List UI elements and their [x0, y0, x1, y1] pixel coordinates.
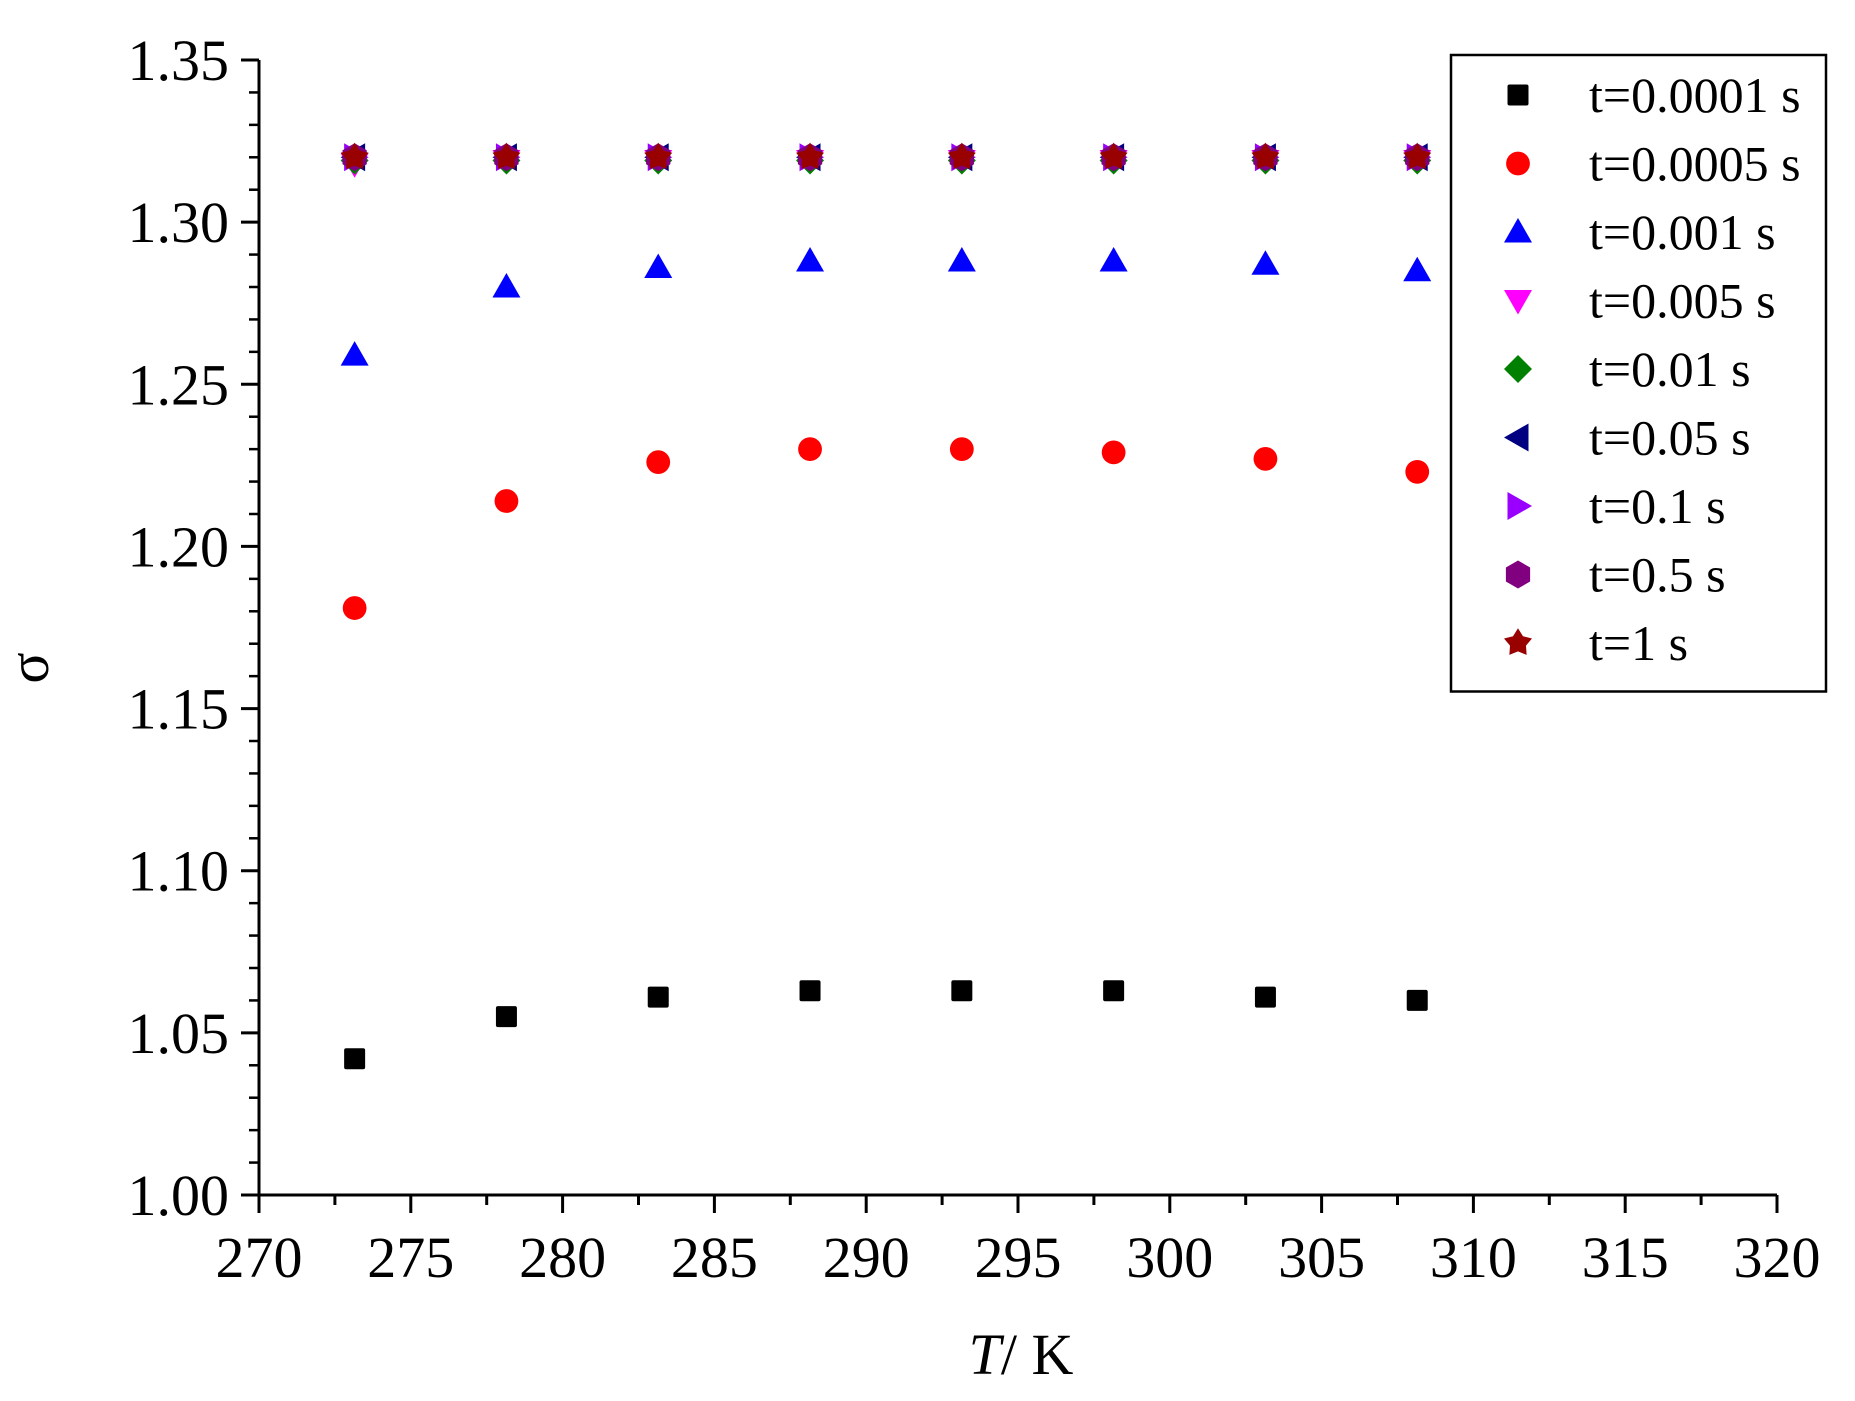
legend-label: t=0.005 s — [1589, 273, 1776, 329]
series-3 — [340, 247, 1432, 366]
data-point — [799, 980, 821, 1002]
data-point — [1254, 986, 1276, 1008]
data-point — [951, 980, 973, 1002]
series-9 — [340, 142, 1432, 170]
legend-label: t=0.001 s — [1589, 204, 1776, 260]
x-tick-label: 275 — [367, 1225, 454, 1290]
x-axis-label: T/ K — [969, 1322, 1074, 1387]
x-tick-label: 315 — [1582, 1225, 1669, 1290]
legend: t=0.0001 s t=0.0005 s t=0.001 s t=0.005 s t=… — [1449, 53, 1828, 693]
data-point — [796, 247, 825, 272]
y-tick-label: 1.00 — [128, 1163, 230, 1228]
data-point — [340, 142, 369, 170]
x-axis-label-unit: / K — [1001, 1322, 1074, 1387]
x-tick-label: 310 — [1430, 1225, 1517, 1290]
legend-label: t=0.01 s — [1589, 341, 1751, 397]
data-point — [646, 450, 671, 475]
y-tick-label: 1.35 — [128, 28, 230, 93]
legend-marker — [1507, 84, 1529, 106]
legend-marker — [1504, 218, 1532, 243]
data-point — [947, 247, 976, 272]
y-tick-label: 1.15 — [128, 677, 230, 742]
data-point — [494, 489, 519, 513]
data-point — [647, 986, 669, 1008]
data-points — [340, 142, 1432, 1070]
data-point — [1099, 247, 1128, 272]
series-2 — [342, 437, 1430, 620]
y-tick-label: 1.10 — [128, 839, 230, 904]
data-point — [492, 142, 521, 170]
legend-label: t=0.0001 s — [1589, 67, 1801, 123]
data-point — [1099, 142, 1128, 170]
y-tick-label: 1.05 — [128, 1001, 230, 1066]
data-point — [1101, 440, 1126, 465]
legend-label: t=0.5 s — [1589, 547, 1726, 603]
y-tick-label: 1.25 — [128, 352, 230, 417]
data-point — [1251, 142, 1280, 170]
legend-label: t=1 s — [1589, 615, 1688, 671]
data-point — [1253, 446, 1278, 471]
data-point — [798, 437, 822, 462]
y-tick-label: 1.30 — [128, 190, 230, 255]
data-point — [495, 1006, 517, 1028]
y-axis-label: σ — [0, 652, 61, 683]
data-point — [947, 142, 976, 170]
legend-marker — [1504, 423, 1529, 452]
data-point — [644, 142, 673, 170]
legend-marker — [1504, 355, 1532, 383]
data-point — [1103, 980, 1125, 1002]
data-point — [492, 273, 521, 298]
x-tick-label: 285 — [671, 1225, 758, 1290]
x-tick-label: 295 — [975, 1225, 1062, 1290]
data-point — [1251, 250, 1280, 275]
legend-label: t=0.05 s — [1589, 410, 1751, 466]
x-tick-label: 280 — [519, 1225, 606, 1290]
data-point — [344, 1048, 366, 1070]
x-tick-label: 305 — [1278, 1225, 1365, 1290]
ticks: 270 275 280 285 290 295 300 305 310 315 320 1.00 1.0… — [128, 28, 1821, 1290]
legend-label: t=0.1 s — [1589, 478, 1726, 534]
data-point — [1403, 142, 1432, 170]
legend-label: t=0.0005 s — [1589, 136, 1801, 192]
x-tick-label: 300 — [1126, 1225, 1213, 1290]
x-tick-label: 320 — [1734, 1225, 1821, 1290]
data-point — [340, 341, 369, 366]
y-tick-label: 1.20 — [128, 514, 230, 579]
data-point — [342, 596, 367, 620]
x-axis-label-symbol: T — [969, 1322, 1005, 1387]
x-tick-label: 290 — [823, 1225, 910, 1290]
legend-marker — [1505, 560, 1531, 589]
data-point — [644, 253, 673, 279]
legend-marker — [1504, 290, 1532, 315]
legend-marker — [1507, 492, 1532, 520]
series-1 — [344, 980, 1428, 1070]
x-tick-label: 270 — [216, 1225, 303, 1290]
legend-marker — [1506, 151, 1530, 176]
data-point — [796, 142, 825, 170]
data-point — [1406, 989, 1428, 1011]
data-point — [1405, 459, 1430, 484]
data-point — [1403, 256, 1432, 282]
legend-marker — [1504, 628, 1532, 655]
data-point — [949, 437, 974, 462]
